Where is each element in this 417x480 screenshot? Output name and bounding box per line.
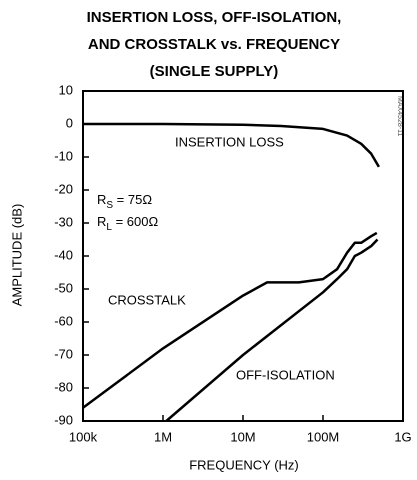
annotation-subscript: L: [106, 222, 112, 233]
x-tick-label: 1M: [154, 429, 172, 444]
series-label: CROSSTALK: [108, 292, 186, 307]
series-label: OFF-ISOLATION: [236, 367, 335, 382]
y-axis-label: AMPLITUDE (dB): [9, 204, 24, 307]
x-tick-label: 1G: [394, 429, 411, 444]
y-tick-label: -50: [54, 280, 73, 295]
y-tick-label: -80: [54, 379, 73, 394]
annotation: RS = 75Ω: [97, 192, 152, 210]
annotation-text: R: [97, 214, 106, 229]
y-tick-label: -70: [54, 346, 73, 361]
x-axis-label: FREQUENCY (Hz): [189, 457, 299, 472]
y-tick-label: -10: [54, 148, 73, 163]
y-tick-label: -30: [54, 214, 73, 229]
series-line: [83, 122, 380, 168]
annotation-text: = 600Ω: [112, 214, 159, 229]
figure-code: MAX4528-11: [396, 96, 403, 136]
y-tick-label: -20: [54, 181, 73, 196]
series-line: [165, 238, 379, 422]
annotation-subscript: S: [106, 200, 113, 211]
chart-title: AND CROSSTALK vs. FREQUENCY: [88, 36, 340, 53]
annotation-text: R: [97, 192, 106, 207]
y-tick-label: 10: [59, 82, 73, 97]
series-label: INSERTION LOSS: [175, 134, 284, 149]
y-tick-label: -60: [54, 313, 73, 328]
series-line: [82, 231, 378, 409]
annotation-text: = 75Ω: [113, 192, 152, 207]
y-tick-label: -90: [54, 412, 73, 427]
y-tick-label: 0: [66, 115, 73, 130]
chart-title: (SINGLE SUPPLY): [150, 63, 279, 80]
chart-title: INSERTION LOSS, OFF-ISOLATION,: [87, 9, 342, 26]
x-tick-label: 100M: [307, 429, 340, 444]
y-tick-label: -40: [54, 247, 73, 262]
x-tick-label: 100k: [69, 429, 98, 444]
x-tick-label: 10M: [230, 429, 255, 444]
annotation: RL = 600Ω: [97, 214, 158, 232]
